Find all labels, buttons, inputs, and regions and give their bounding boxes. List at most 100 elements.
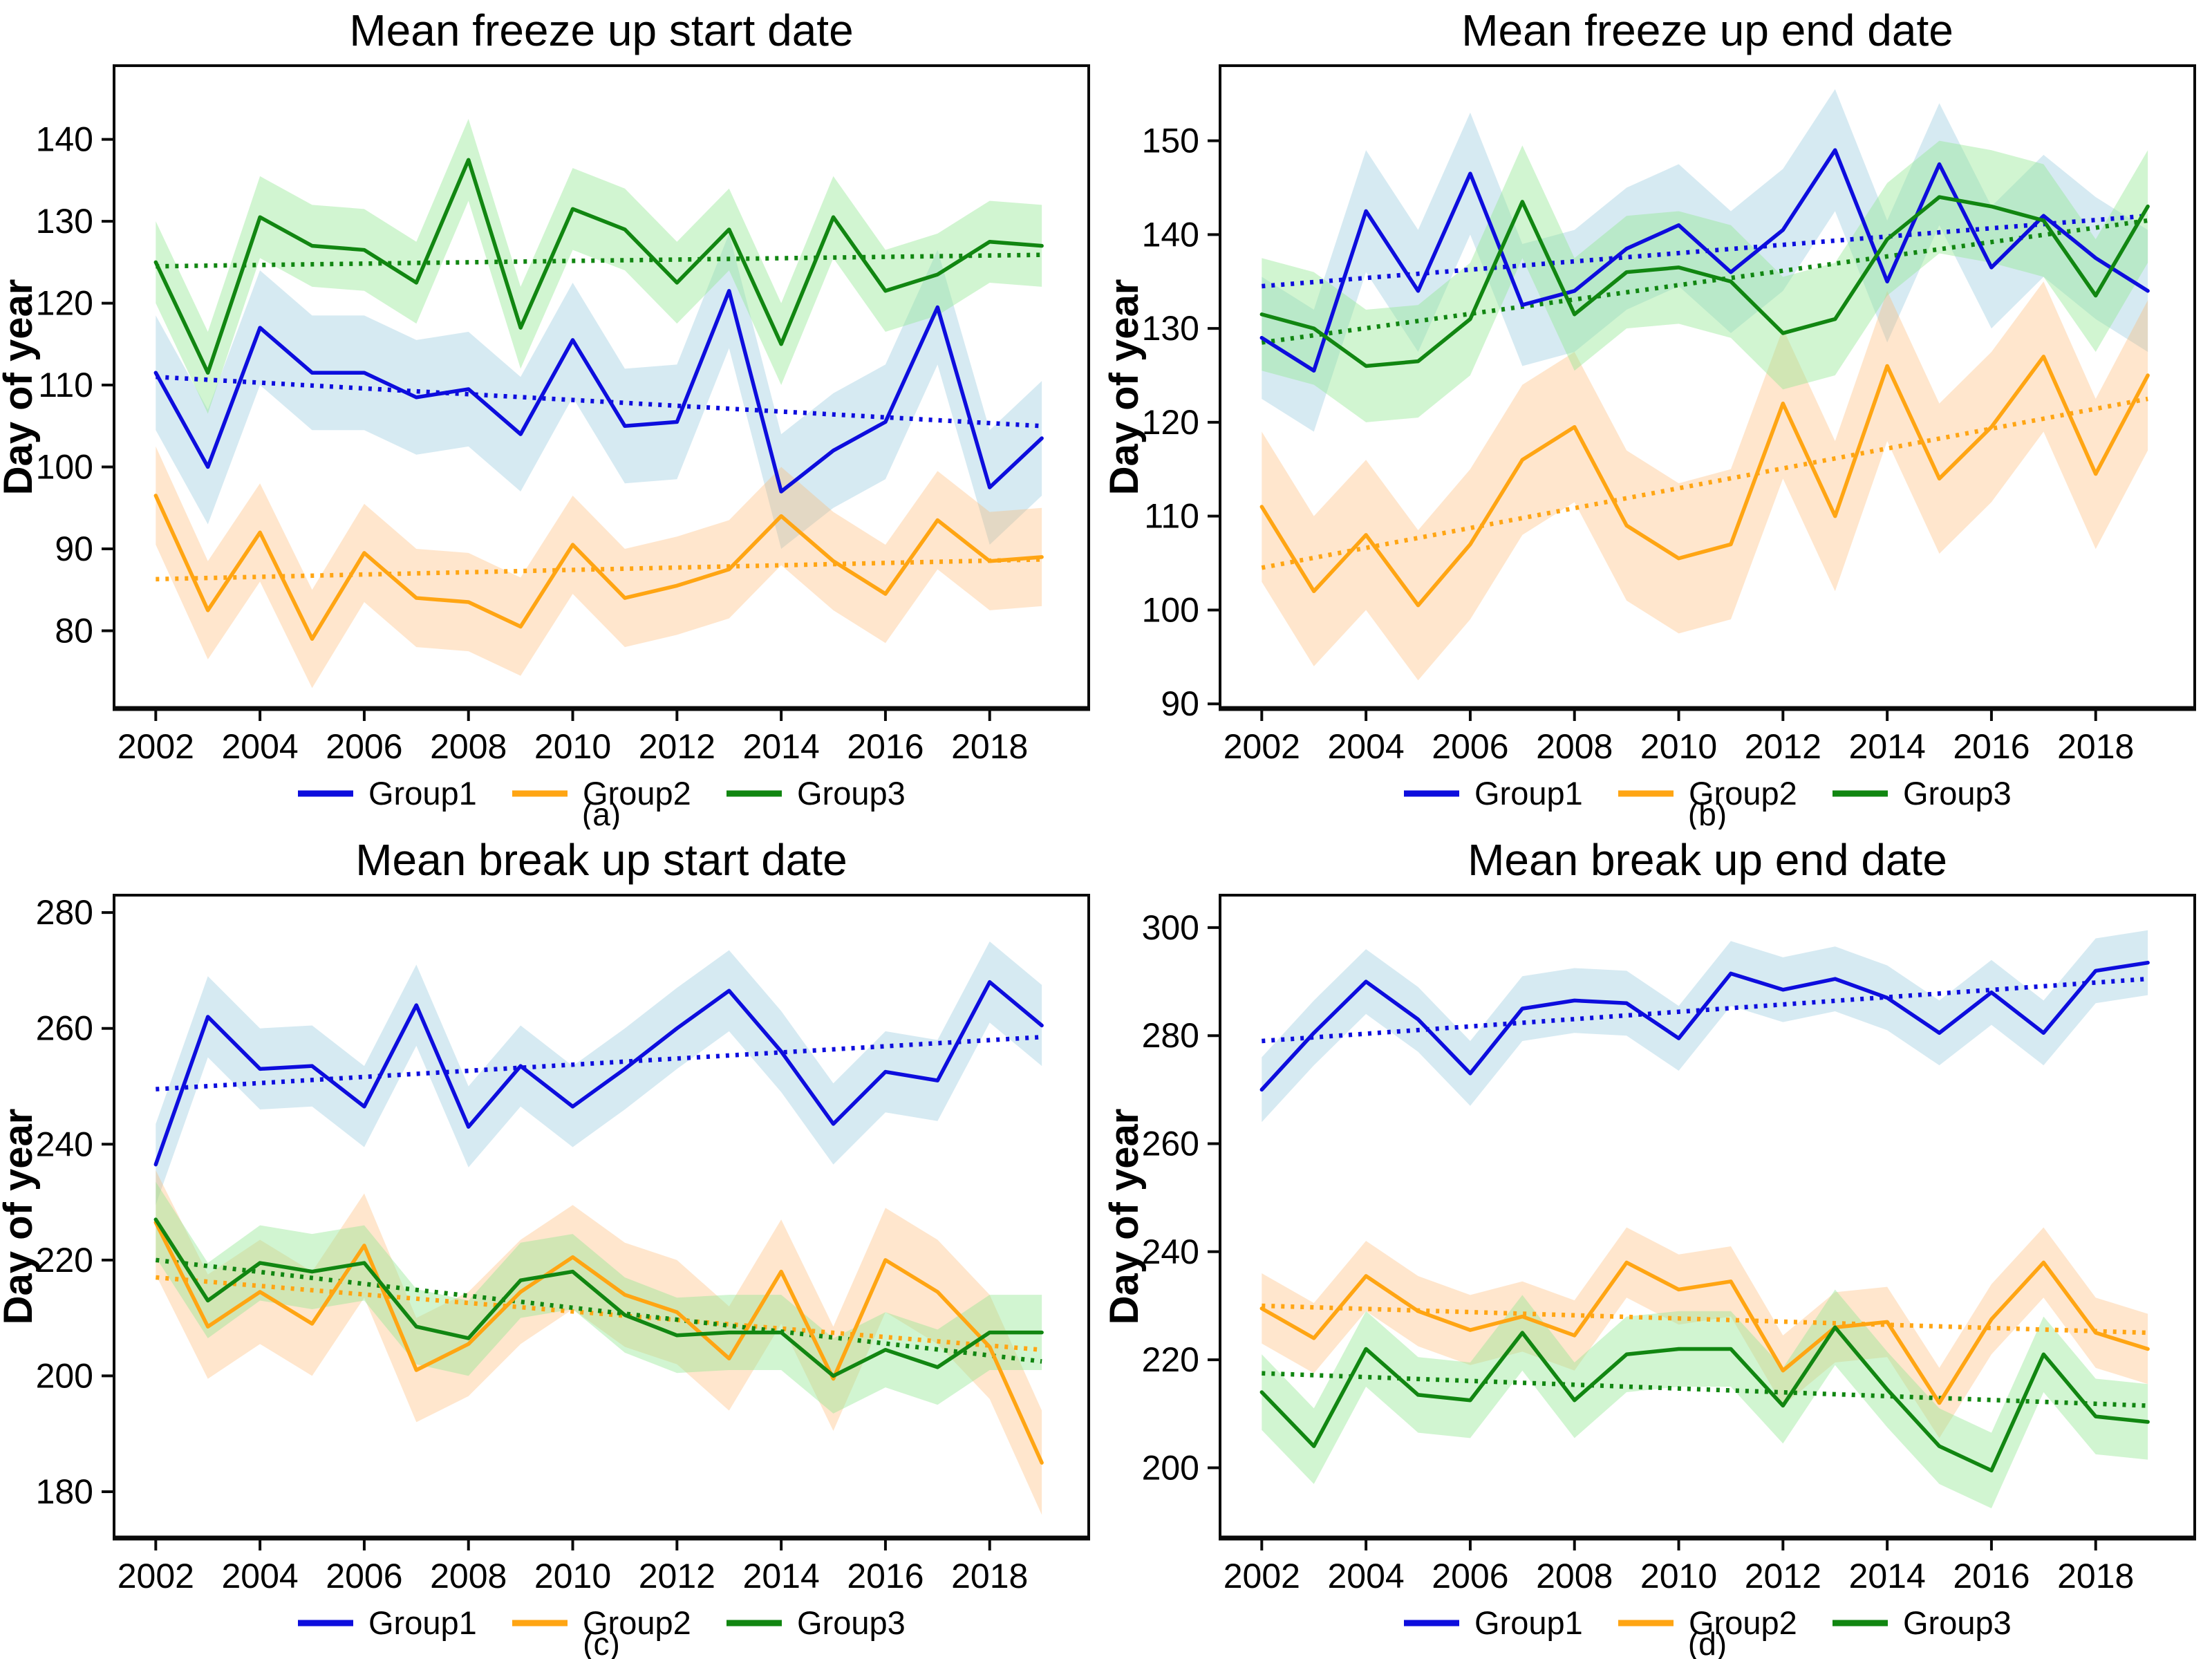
panel-c: 180 200 220 240 260 280 2002 2004 2006 2008 2010 20… xyxy=(0,830,1106,1659)
group2-band-c xyxy=(156,1170,1042,1515)
x-tick-label-d: 2008 xyxy=(1536,1557,1613,1595)
x-tick-label-c: 2016 xyxy=(847,1557,924,1595)
x-tick-label-d: 2014 xyxy=(1849,1557,1926,1595)
y-tick-label-d: 260 xyxy=(1142,1124,1199,1163)
x-tick-label-b: 2018 xyxy=(2057,727,2134,766)
group2-line-c xyxy=(153,1220,1044,1465)
y-axis-label-a: Day of year xyxy=(0,279,41,496)
panel-b: 90 100 110 120 130 140 150 2002 2004 2006 2008 2010… xyxy=(1106,0,2212,830)
x-tick-label-c: 2014 xyxy=(743,1557,820,1595)
y-tick-label-a: 100 xyxy=(36,448,93,487)
x-tick-label-d: 2004 xyxy=(1328,1557,1405,1595)
y-tick-label-b: 100 xyxy=(1142,590,1199,629)
group3-band-d xyxy=(1262,1289,2148,1509)
legend-label-group2: Group2 xyxy=(1689,1604,1797,1641)
x-tick-label-b: 2004 xyxy=(1328,727,1405,766)
x-tick-label-b: 2008 xyxy=(1536,727,1613,766)
y-tick-label-d: 240 xyxy=(1142,1232,1199,1271)
legend-item-group1-b: Group1 xyxy=(1404,775,1583,812)
y-tick-label-c: 220 xyxy=(36,1241,93,1280)
group3-line-d xyxy=(1259,1325,2150,1473)
subplot-caption-c: (c) xyxy=(583,1626,620,1659)
group2-trendline-a xyxy=(156,557,1042,582)
y-tick-label-a: 110 xyxy=(38,366,93,404)
legend-item-group1-a: Group1 xyxy=(298,775,477,812)
legend-item-group2-a: Group2 xyxy=(512,775,691,812)
x-tick-label-b: 2014 xyxy=(1849,727,1926,766)
x-tick-label-d: 2012 xyxy=(1745,1557,1821,1595)
y-axis-label-b: Day of year xyxy=(1106,279,1147,496)
legend-item-group3-a: Group3 xyxy=(727,775,906,812)
panel-a: 80 90 100 110 120 130 140 2002 2004 2006 2008 2010 2… xyxy=(0,0,1106,830)
x-tick-label-b: 2016 xyxy=(1953,727,2030,766)
x-tick-label-c: 2008 xyxy=(430,1557,507,1595)
legend-item-group1-d: Group1 xyxy=(1404,1604,1583,1641)
x-tick-label-a: 2004 xyxy=(222,727,299,766)
x-tick-label-a: 2008 xyxy=(430,727,507,766)
group2-line-b xyxy=(1259,355,2150,608)
legend-item-group2-c: Group2 xyxy=(512,1604,691,1641)
panel-d: 200 220 240 260 280 300 2002 2004 2006 2008 2010 20… xyxy=(1106,830,2212,1659)
chart-a: 80 90 100 110 120 130 140 2002 2004 2006 2008 2010 2… xyxy=(0,6,1090,830)
y-axis-label-c: Day of year xyxy=(0,1109,41,1325)
legend-label-group3: Group3 xyxy=(1903,1604,2012,1641)
y-tick-label-d: 220 xyxy=(1142,1340,1199,1379)
plot-frame-c xyxy=(113,894,1090,1539)
y-tick-label-b: 120 xyxy=(1142,403,1199,442)
group3-trendline-d xyxy=(1262,1371,2148,1408)
x-tick-label-b: 2002 xyxy=(1224,727,1300,766)
chart-title-a: Mean freeze up start date xyxy=(349,6,853,55)
group1-line-c xyxy=(153,980,1044,1167)
group3-band-a xyxy=(156,119,1042,414)
group2-trendline-c xyxy=(156,1275,1042,1352)
legend-item-group3-d: Group3 xyxy=(1833,1604,2012,1641)
x-tick-label-c: 2004 xyxy=(222,1557,299,1595)
group1-trendline-a xyxy=(156,374,1042,429)
group2-band-a xyxy=(156,446,1042,688)
y-tick-label-a: 90 xyxy=(55,529,93,568)
x-tick-label-c: 2010 xyxy=(534,1557,611,1595)
y-tick-label-c: 180 xyxy=(36,1472,93,1511)
group1-line-d xyxy=(1259,960,2150,1092)
x-tick-label-a: 2002 xyxy=(118,727,194,766)
y-tick-label-c: 280 xyxy=(36,893,93,932)
subplot-caption-b: (b) xyxy=(1688,796,1727,830)
x-tick-label-c: 2006 xyxy=(326,1557,402,1595)
group3-trendline-b xyxy=(1261,218,2148,345)
y-tick-label-b: 110 xyxy=(1144,497,1199,536)
chart-d: 200 220 240 260 280 300 2002 2004 2006 2008 2010 20… xyxy=(1106,835,2196,1659)
legend-item-group1-c: Group1 xyxy=(298,1604,477,1641)
y-tick-label-d: 280 xyxy=(1142,1016,1199,1055)
group1-line-b xyxy=(1259,148,2150,373)
y-tick-label-b: 130 xyxy=(1142,309,1199,348)
group3-line-b xyxy=(1259,195,2150,368)
y-tick-label-a: 130 xyxy=(36,202,93,241)
y-tick-label-b: 140 xyxy=(1142,215,1199,254)
legend-label-group1: Group1 xyxy=(368,1604,477,1641)
chart-title-d: Mean break up end date xyxy=(1468,835,1947,885)
legend-item-group2-b: Group2 xyxy=(1618,775,1797,812)
group1-band-a xyxy=(156,233,1042,549)
legend-item-group3-c: Group3 xyxy=(727,1604,906,1641)
group1-trendline-d xyxy=(1262,976,2148,1044)
x-tick-label-b: 2012 xyxy=(1745,727,1821,766)
group3-trendline-a xyxy=(156,252,1042,269)
y-tick-label-c: 200 xyxy=(36,1356,93,1395)
y-tick-label-a: 140 xyxy=(36,120,93,159)
x-tick-label-b: 2006 xyxy=(1432,727,1508,766)
y-axis-label-d: Day of year xyxy=(1106,1109,1147,1325)
group1-band-d xyxy=(1262,930,2148,1123)
group3-line-a xyxy=(153,158,1044,375)
group1-trendline-c xyxy=(156,1035,1042,1091)
legend-label-group3: Group3 xyxy=(1903,775,2012,812)
y-tick-label-b: 150 xyxy=(1142,122,1199,160)
group2-band-b xyxy=(1262,281,2148,681)
subplot-caption-d: (d) xyxy=(1688,1626,1727,1659)
x-tick-label-c: 2018 xyxy=(951,1557,1028,1595)
group1-line-a xyxy=(153,289,1044,494)
x-tick-label-a: 2012 xyxy=(639,727,715,766)
group2-line-a xyxy=(153,494,1044,641)
legend-label-group1: Group1 xyxy=(1474,775,1583,812)
group2-line-d xyxy=(1259,1260,2150,1405)
